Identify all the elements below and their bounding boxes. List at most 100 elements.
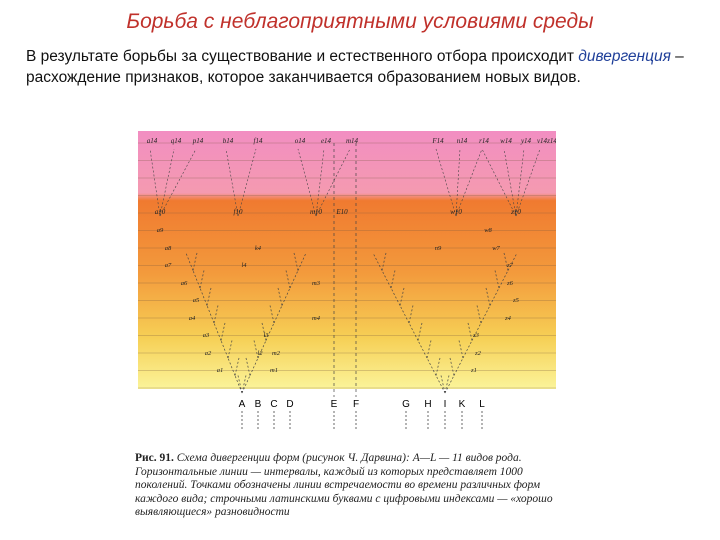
variety-label-level10: f10 (234, 208, 243, 216)
variety-label-top: m14 (346, 137, 359, 145)
branch-line (444, 375, 450, 394)
branch-line (234, 357, 240, 376)
variety-label-level10: E10 (335, 208, 348, 216)
variety-label-top: z14 (546, 137, 556, 145)
generation-lines (138, 142, 556, 389)
variety-label: n9 (435, 245, 442, 252)
branch-line (265, 322, 275, 341)
upper-branch (297, 148, 317, 217)
branch-line (417, 340, 428, 359)
term-divergence: дивергенция (578, 48, 671, 65)
branch-line (408, 305, 414, 324)
figure-caption: Рис. 91. Схема дивергенции форм (рисунок… (135, 452, 575, 520)
species-label: G (402, 399, 410, 410)
species-label: L (479, 399, 485, 410)
branch-line (213, 305, 219, 324)
variety-label-top: o14 (295, 137, 306, 145)
branch-line (241, 375, 251, 394)
branch-line (213, 322, 222, 341)
branch-line (285, 270, 291, 289)
caption-number: Рис. 91. (135, 452, 174, 464)
branch-line (261, 322, 267, 341)
branch-line (453, 357, 464, 376)
species-label: D (286, 399, 293, 410)
branch-line (245, 357, 251, 376)
branch-line (471, 322, 482, 341)
paragraph-text-2: – расхождение признаков, которое заканчи… (26, 48, 684, 86)
variety-label-top: b14 (223, 137, 234, 145)
variety-label: z6 (506, 280, 514, 287)
variety-label-top: r14 (479, 137, 489, 145)
variety-label-top: p14 (192, 137, 204, 145)
variety-label-level10: z10 (510, 208, 521, 216)
variety-label: a7 (165, 262, 172, 269)
branch-line (435, 357, 441, 376)
branch-line (297, 252, 307, 271)
branch-line (440, 375, 446, 394)
variety-label-level10: a10 (155, 208, 166, 216)
branch-line (444, 375, 455, 394)
variety-label-level10: w10 (450, 208, 462, 216)
branch-line (234, 375, 243, 394)
branch-line (458, 340, 464, 359)
variety-label-top: w14 (500, 137, 512, 145)
branch-line (192, 252, 198, 271)
branch-line (480, 305, 491, 324)
variety-label: a6 (181, 280, 188, 287)
upper-branch (515, 148, 525, 217)
caption-text: Схема дивергенции форм (рисунок Ч. Дарви… (135, 452, 553, 518)
variety-label: z1 (470, 367, 477, 374)
variety-label: m1 (270, 367, 278, 374)
diagram-background (138, 131, 556, 389)
branch-line (399, 305, 410, 324)
variety-label: l4 (241, 262, 247, 269)
paragraph-text-1: В результате борьбы за существование и е… (26, 48, 579, 65)
branch-line (273, 305, 283, 324)
branch-line (390, 270, 396, 289)
slide-paragraph: В результате борьбы за существование и е… (26, 46, 706, 88)
branch-line (426, 340, 432, 359)
branch-line (220, 322, 226, 341)
branch-line (390, 287, 401, 306)
variety-label: l3 (263, 332, 269, 339)
branch-line (199, 287, 208, 306)
variety-label: m3 (312, 280, 321, 287)
slide-title: Борьба с неблагоприятными условиями сред… (126, 10, 594, 33)
species-label: B (255, 399, 262, 410)
branch-line (206, 287, 212, 306)
branch-line (399, 287, 405, 306)
branch-line (220, 340, 229, 359)
branch-line (494, 270, 500, 289)
species-label: A (239, 399, 246, 410)
branch-line (449, 357, 455, 376)
branch-line (426, 357, 437, 376)
variety-label: a5 (193, 297, 200, 304)
branch-line (257, 340, 267, 359)
upper-branch (237, 148, 257, 217)
branch-line (277, 287, 283, 306)
branch-line (467, 322, 473, 341)
branch-line (489, 287, 500, 306)
branch-lines (149, 143, 541, 429)
variety-label: a3 (203, 332, 210, 339)
variety-label: z4 (504, 315, 512, 322)
branch-line (498, 270, 509, 289)
variety-label: z2 (474, 350, 482, 357)
branch-line (485, 287, 491, 306)
upper-branch (225, 148, 239, 217)
variety-label: m2 (272, 350, 281, 357)
upper-branch (149, 148, 161, 217)
upper-branch (481, 148, 517, 217)
species-label: E (331, 399, 338, 410)
variety-label: a1 (217, 367, 224, 374)
species-label: H (424, 399, 431, 410)
species-label: C (270, 399, 277, 410)
variety-label-top: n14 (457, 137, 468, 145)
variety-label: m4 (312, 315, 321, 322)
branch-line (289, 270, 299, 289)
variety-label-top: v14 (537, 137, 548, 145)
variety-label-top: y14 (520, 137, 532, 145)
variety-label: z5 (512, 297, 520, 304)
branch-line (417, 322, 423, 341)
